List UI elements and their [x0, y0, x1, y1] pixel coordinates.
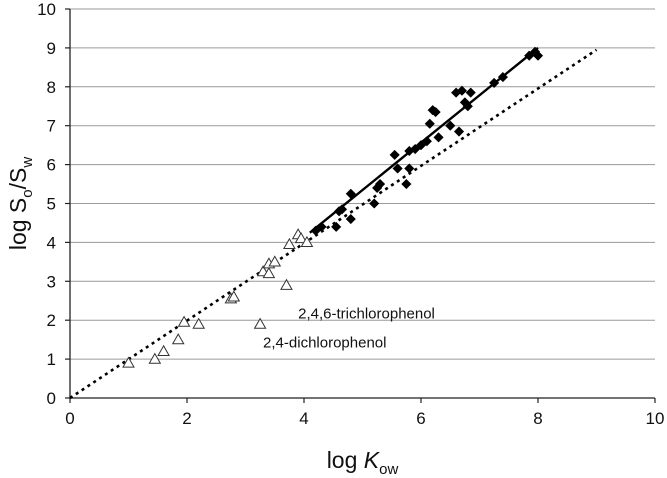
diamond-point-17: [421, 136, 433, 147]
y-axis-title-subscript-w: w: [19, 157, 36, 169]
diamond-point-9: [374, 178, 386, 190]
diamond-point-21: [433, 132, 444, 143]
y-axis-title-main: log S: [5, 198, 31, 250]
diamond-point-13: [404, 163, 415, 174]
diamond-point-25: [456, 85, 468, 96]
diamond-point-18: [424, 118, 435, 129]
y-tick-label-8: 8: [47, 78, 56, 97]
diamond-point-11: [392, 163, 403, 174]
triangle-point-1: [148, 352, 162, 364]
tick-labels: 0 2 4 6 8 10 0 1 2 3 4 5 6 7 8 9 10: [37, 0, 664, 428]
data-markers: [122, 46, 544, 368]
y-tick-label-4: 4: [47, 233, 56, 252]
y-tick-label-1: 1: [47, 350, 56, 369]
dotted-fit-line: [69, 48, 598, 400]
triangle-point-5: [192, 317, 206, 329]
diamond-point-27: [462, 101, 473, 112]
x-axis-title: log Kow: [327, 447, 399, 478]
y-tick-label-3: 3: [47, 272, 56, 291]
annotations: 2,4,6-trichlorophenol 2,4-dichlorophenol: [263, 305, 435, 351]
triangle-point-12: [268, 255, 282, 267]
x-tick-label-6: 6: [416, 409, 425, 428]
triangle-point-10: [262, 267, 276, 279]
y-tick-label-0: 0: [47, 389, 56, 408]
y-tick-label-6: 6: [47, 156, 56, 175]
triangle-point-16: [294, 232, 308, 244]
diamond-point-1: [316, 221, 327, 232]
y-tick-label-7: 7: [47, 117, 56, 136]
diamond-point-6: [345, 188, 356, 199]
diamond-point-7: [369, 198, 380, 209]
tick-marks: [65, 8, 656, 403]
y-axis-title: log So/Sw: [5, 157, 36, 251]
x-axis-title-subscript: ow: [379, 461, 398, 478]
x-axis-title-main: log: [327, 447, 364, 473]
diamond-point-22: [445, 120, 456, 131]
annotation-1: 2,4-dichlorophenol: [263, 334, 386, 351]
diamond-point-24: [453, 126, 465, 137]
diamond-point-30: [497, 71, 509, 83]
x-tick-label-8: 8: [533, 409, 542, 428]
diamond-point-12: [401, 178, 412, 190]
triangle-point-2: [157, 344, 170, 356]
x-tick-label-4: 4: [299, 409, 308, 428]
diamond-point-20: [430, 106, 441, 118]
diamond-point-29: [488, 77, 500, 89]
y-axis-title-mid: /S: [5, 168, 31, 190]
triangle-point-7: [227, 290, 241, 302]
triangle-point-14: [283, 237, 296, 249]
diamond-point-28: [465, 87, 476, 98]
triangle-point-13: [280, 278, 293, 290]
x-tick-label-0: 0: [65, 409, 74, 428]
diamond-point-33: [532, 50, 544, 61]
triangle-point-0: [122, 356, 135, 368]
triangle-point-3: [171, 333, 185, 345]
y-axis-title-subscript-o: o: [19, 189, 36, 197]
x-tick-label-2: 2: [182, 409, 191, 428]
diamond-point-5: [345, 213, 356, 225]
diamond-point-2: [331, 221, 342, 232]
x-axis-title-italic: K: [364, 447, 381, 473]
triangle-point-17: [300, 235, 314, 248]
y-tick-label-10: 10: [37, 0, 56, 19]
annotation-0: 2,4,6-trichlorophenol: [298, 305, 435, 322]
y-tick-label-5: 5: [47, 195, 56, 214]
x-tick-label-10: 10: [646, 409, 665, 428]
y-tick-label-9: 9: [47, 39, 56, 58]
triangle-point-8: [253, 317, 267, 329]
triangle-point-4: [177, 315, 191, 327]
diamond-point-10: [389, 149, 400, 161]
y-tick-label-2: 2: [47, 311, 56, 330]
diamond-point-4: [336, 204, 348, 215]
